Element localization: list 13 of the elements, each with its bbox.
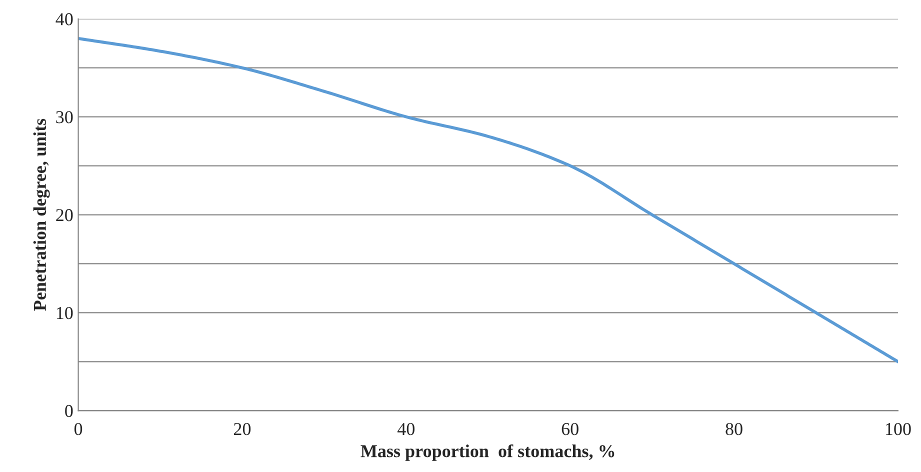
y-tick-label: 40 bbox=[56, 13, 73, 26]
x-tick-label: 100 bbox=[886, 422, 911, 436]
x-tick-label: 80 bbox=[726, 422, 742, 436]
x-axis-title: Mass proportion of stomachs, % bbox=[360, 444, 614, 461]
y-axis-title: Penetration degree, units bbox=[33, 118, 50, 311]
x-tick-label: 60 bbox=[562, 422, 578, 436]
y-tick-label: 30 bbox=[56, 111, 73, 124]
x-tick-label: 0 bbox=[74, 422, 82, 436]
y-tick-label: 0 bbox=[65, 404, 73, 418]
y-tick-label: 10 bbox=[56, 306, 73, 320]
y-tick-label: 20 bbox=[56, 209, 73, 222]
x-tick-label: 40 bbox=[397, 422, 414, 436]
x-tick-label: 20 bbox=[234, 422, 251, 436]
